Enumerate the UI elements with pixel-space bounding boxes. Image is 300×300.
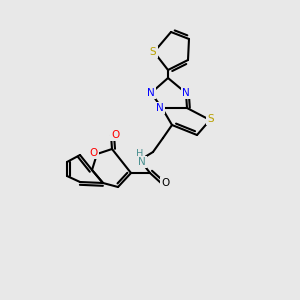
- Text: S: S: [150, 47, 156, 57]
- Text: N: N: [156, 103, 164, 113]
- Text: N: N: [147, 88, 155, 98]
- Text: N: N: [138, 157, 146, 167]
- Text: N: N: [182, 88, 190, 98]
- Text: H: H: [136, 149, 144, 159]
- Text: S: S: [208, 114, 214, 124]
- Text: O: O: [90, 148, 98, 158]
- Text: O: O: [111, 130, 119, 140]
- Text: O: O: [161, 178, 169, 188]
